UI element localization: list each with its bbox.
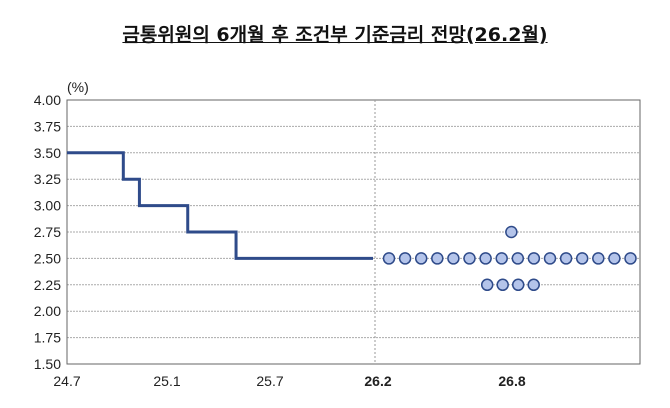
y-unit-label: (%) [67, 79, 89, 95]
chart-title: 금통위원의 6개월 후 조건부 기준금리 전망(26.2월) [122, 24, 548, 46]
x-tick-label: 25.1 [153, 373, 180, 389]
forecast-dot [543, 252, 557, 265]
x-tick-label: 26.2 [364, 373, 391, 389]
forecast-dot [505, 225, 518, 239]
forecast-dot [382, 252, 396, 265]
forecast-dot [559, 252, 573, 265]
forecast-dot [496, 278, 509, 292]
y-tick-label: 1.50 [34, 356, 61, 372]
y-tick-label: 2.75 [34, 224, 61, 240]
x-tick-label: 25.7 [256, 373, 283, 389]
y-tick-label: 3.25 [34, 171, 61, 187]
forecast-dot [495, 252, 508, 265]
policy-rate-line [67, 151, 373, 260]
x-tick-label: 24.7 [53, 373, 80, 389]
forecast-dot [575, 252, 589, 265]
y-tick-label: 2.50 [34, 250, 61, 266]
forecast-dot [431, 252, 444, 265]
y-tick-label: 2.00 [34, 303, 61, 319]
y-tick-label: 3.75 [34, 118, 61, 134]
forecast-dot [480, 278, 494, 292]
forecast-dot [479, 252, 492, 265]
forecast-dot [398, 252, 412, 265]
forecast-dot [592, 252, 605, 265]
forecast-dot [511, 278, 525, 292]
forecast-dot [447, 252, 460, 265]
y-tick-label: 2.25 [34, 277, 61, 293]
forecast-dot [624, 252, 637, 265]
forecast-dot [463, 252, 476, 265]
forecast-dot [608, 252, 621, 265]
plot-frame [66, 99, 641, 365]
y-tick-label: 1.75 [34, 330, 61, 346]
forecast-dot [414, 252, 428, 265]
y-tick-label: 3.00 [34, 198, 61, 214]
forecast-dot [527, 278, 540, 292]
forecast-dot [511, 252, 525, 265]
x-tick-label: 26.8 [498, 373, 525, 389]
y-tick-label: 3.50 [34, 145, 61, 161]
y-tick-label: 4.00 [34, 92, 61, 108]
forecast-dot [527, 252, 541, 265]
